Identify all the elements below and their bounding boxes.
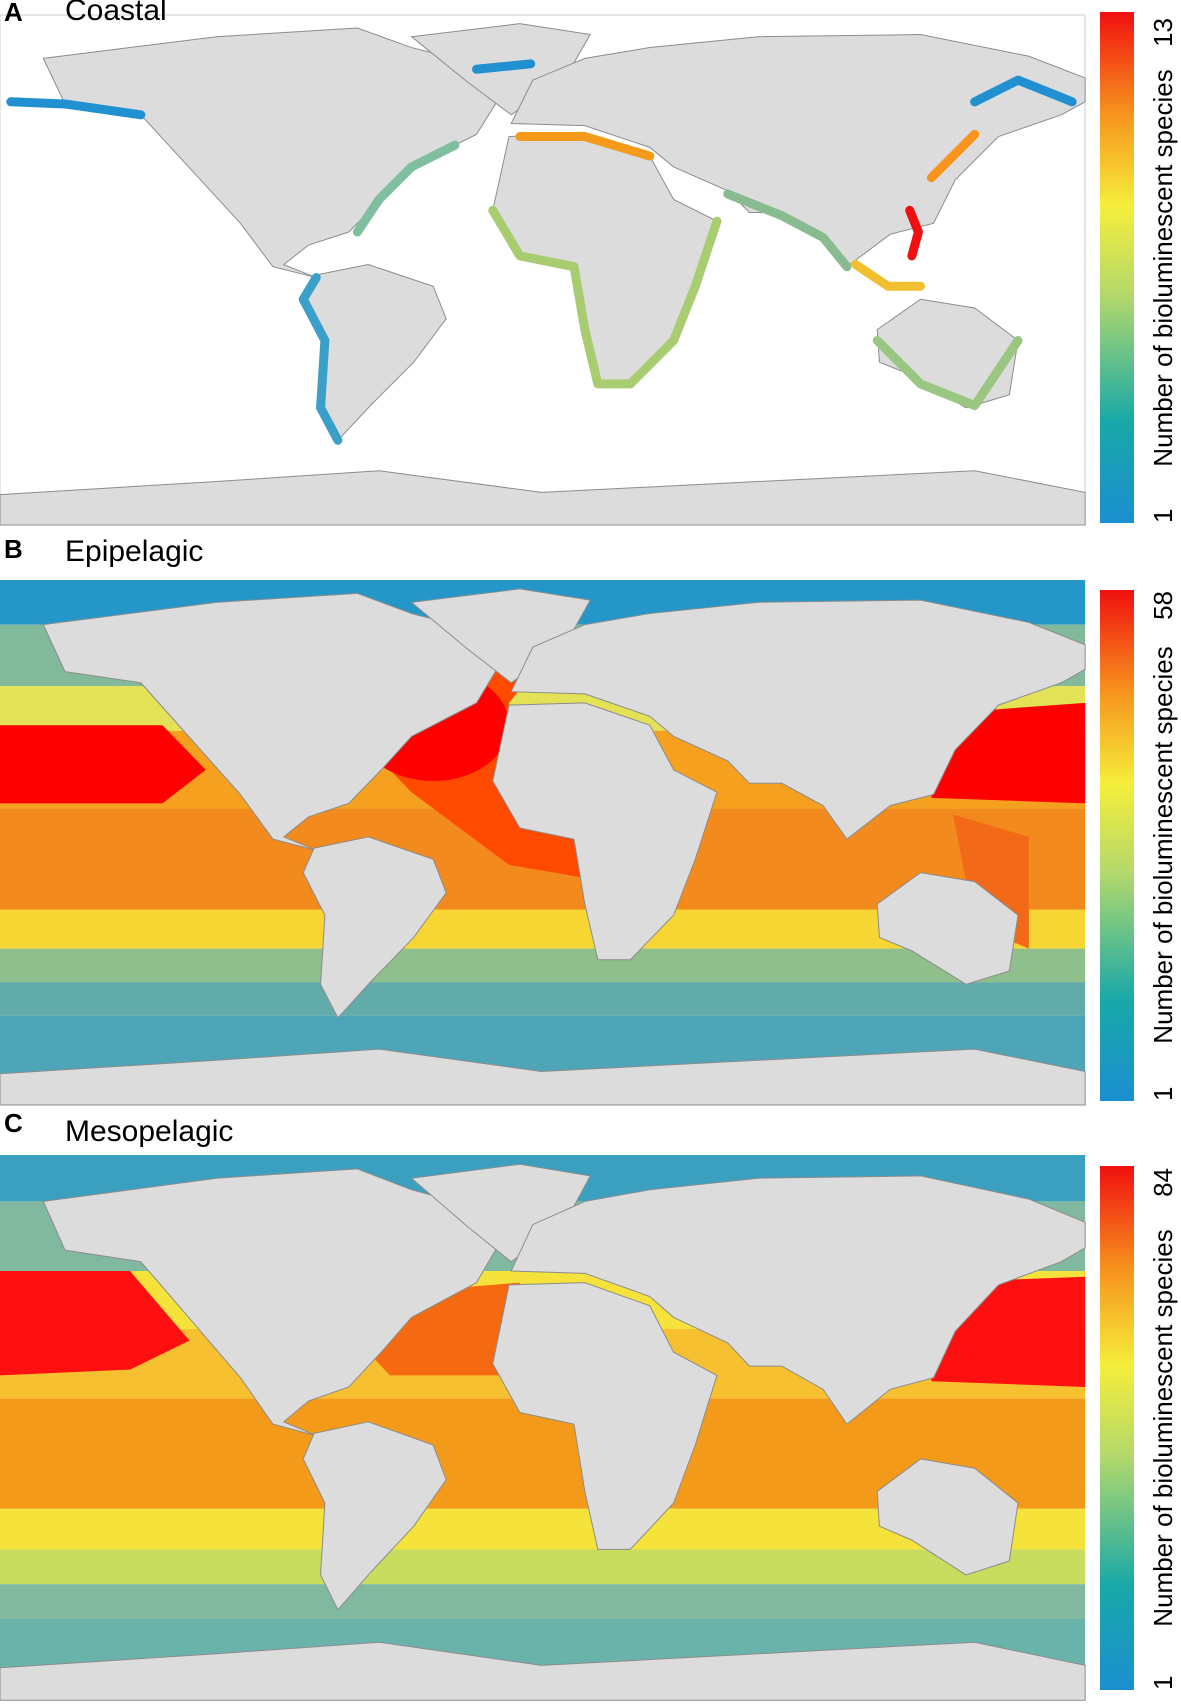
- map: [0, 1155, 1086, 1701]
- colorbar-min: 1: [1148, 1676, 1178, 1690]
- panel-title: Epipelagic: [65, 535, 203, 568]
- colorbar-max: 13: [1148, 18, 1178, 47]
- colorbar-label: Number of bioluminescent species: [1148, 69, 1178, 466]
- colorbar-min: 1: [1148, 509, 1178, 523]
- colorbar-label: Number of bioluminescent species: [1148, 646, 1178, 1043]
- colorbar-min: 1: [1148, 1087, 1178, 1101]
- panel-letter: C: [4, 1108, 23, 1138]
- panel-title: Coastal: [65, 0, 167, 27]
- panel-letter: B: [4, 534, 23, 564]
- panel-title: Mesopelagic: [65, 1115, 233, 1148]
- colorbar: [1100, 1166, 1134, 1690]
- map: [0, 23, 1086, 526]
- colorbar: [1100, 590, 1134, 1101]
- colorbar-max: 84: [1148, 1168, 1178, 1197]
- map: [0, 580, 1086, 1106]
- colorbar-max: 58: [1148, 591, 1178, 620]
- colorbar: [1100, 12, 1134, 523]
- panel-letter: A: [4, 0, 23, 27]
- panel-b: B Epipelagic 58 Number of bioluminescent…: [0, 534, 1178, 1106]
- panel-a: A Coastal 13 Number of bioluminescent sp…: [0, 0, 1178, 526]
- colorbar-label: Number of bioluminescent species: [1148, 1229, 1178, 1626]
- panel-c: C Mesopelagic 84 Number of bioluminescen…: [0, 1108, 1178, 1701]
